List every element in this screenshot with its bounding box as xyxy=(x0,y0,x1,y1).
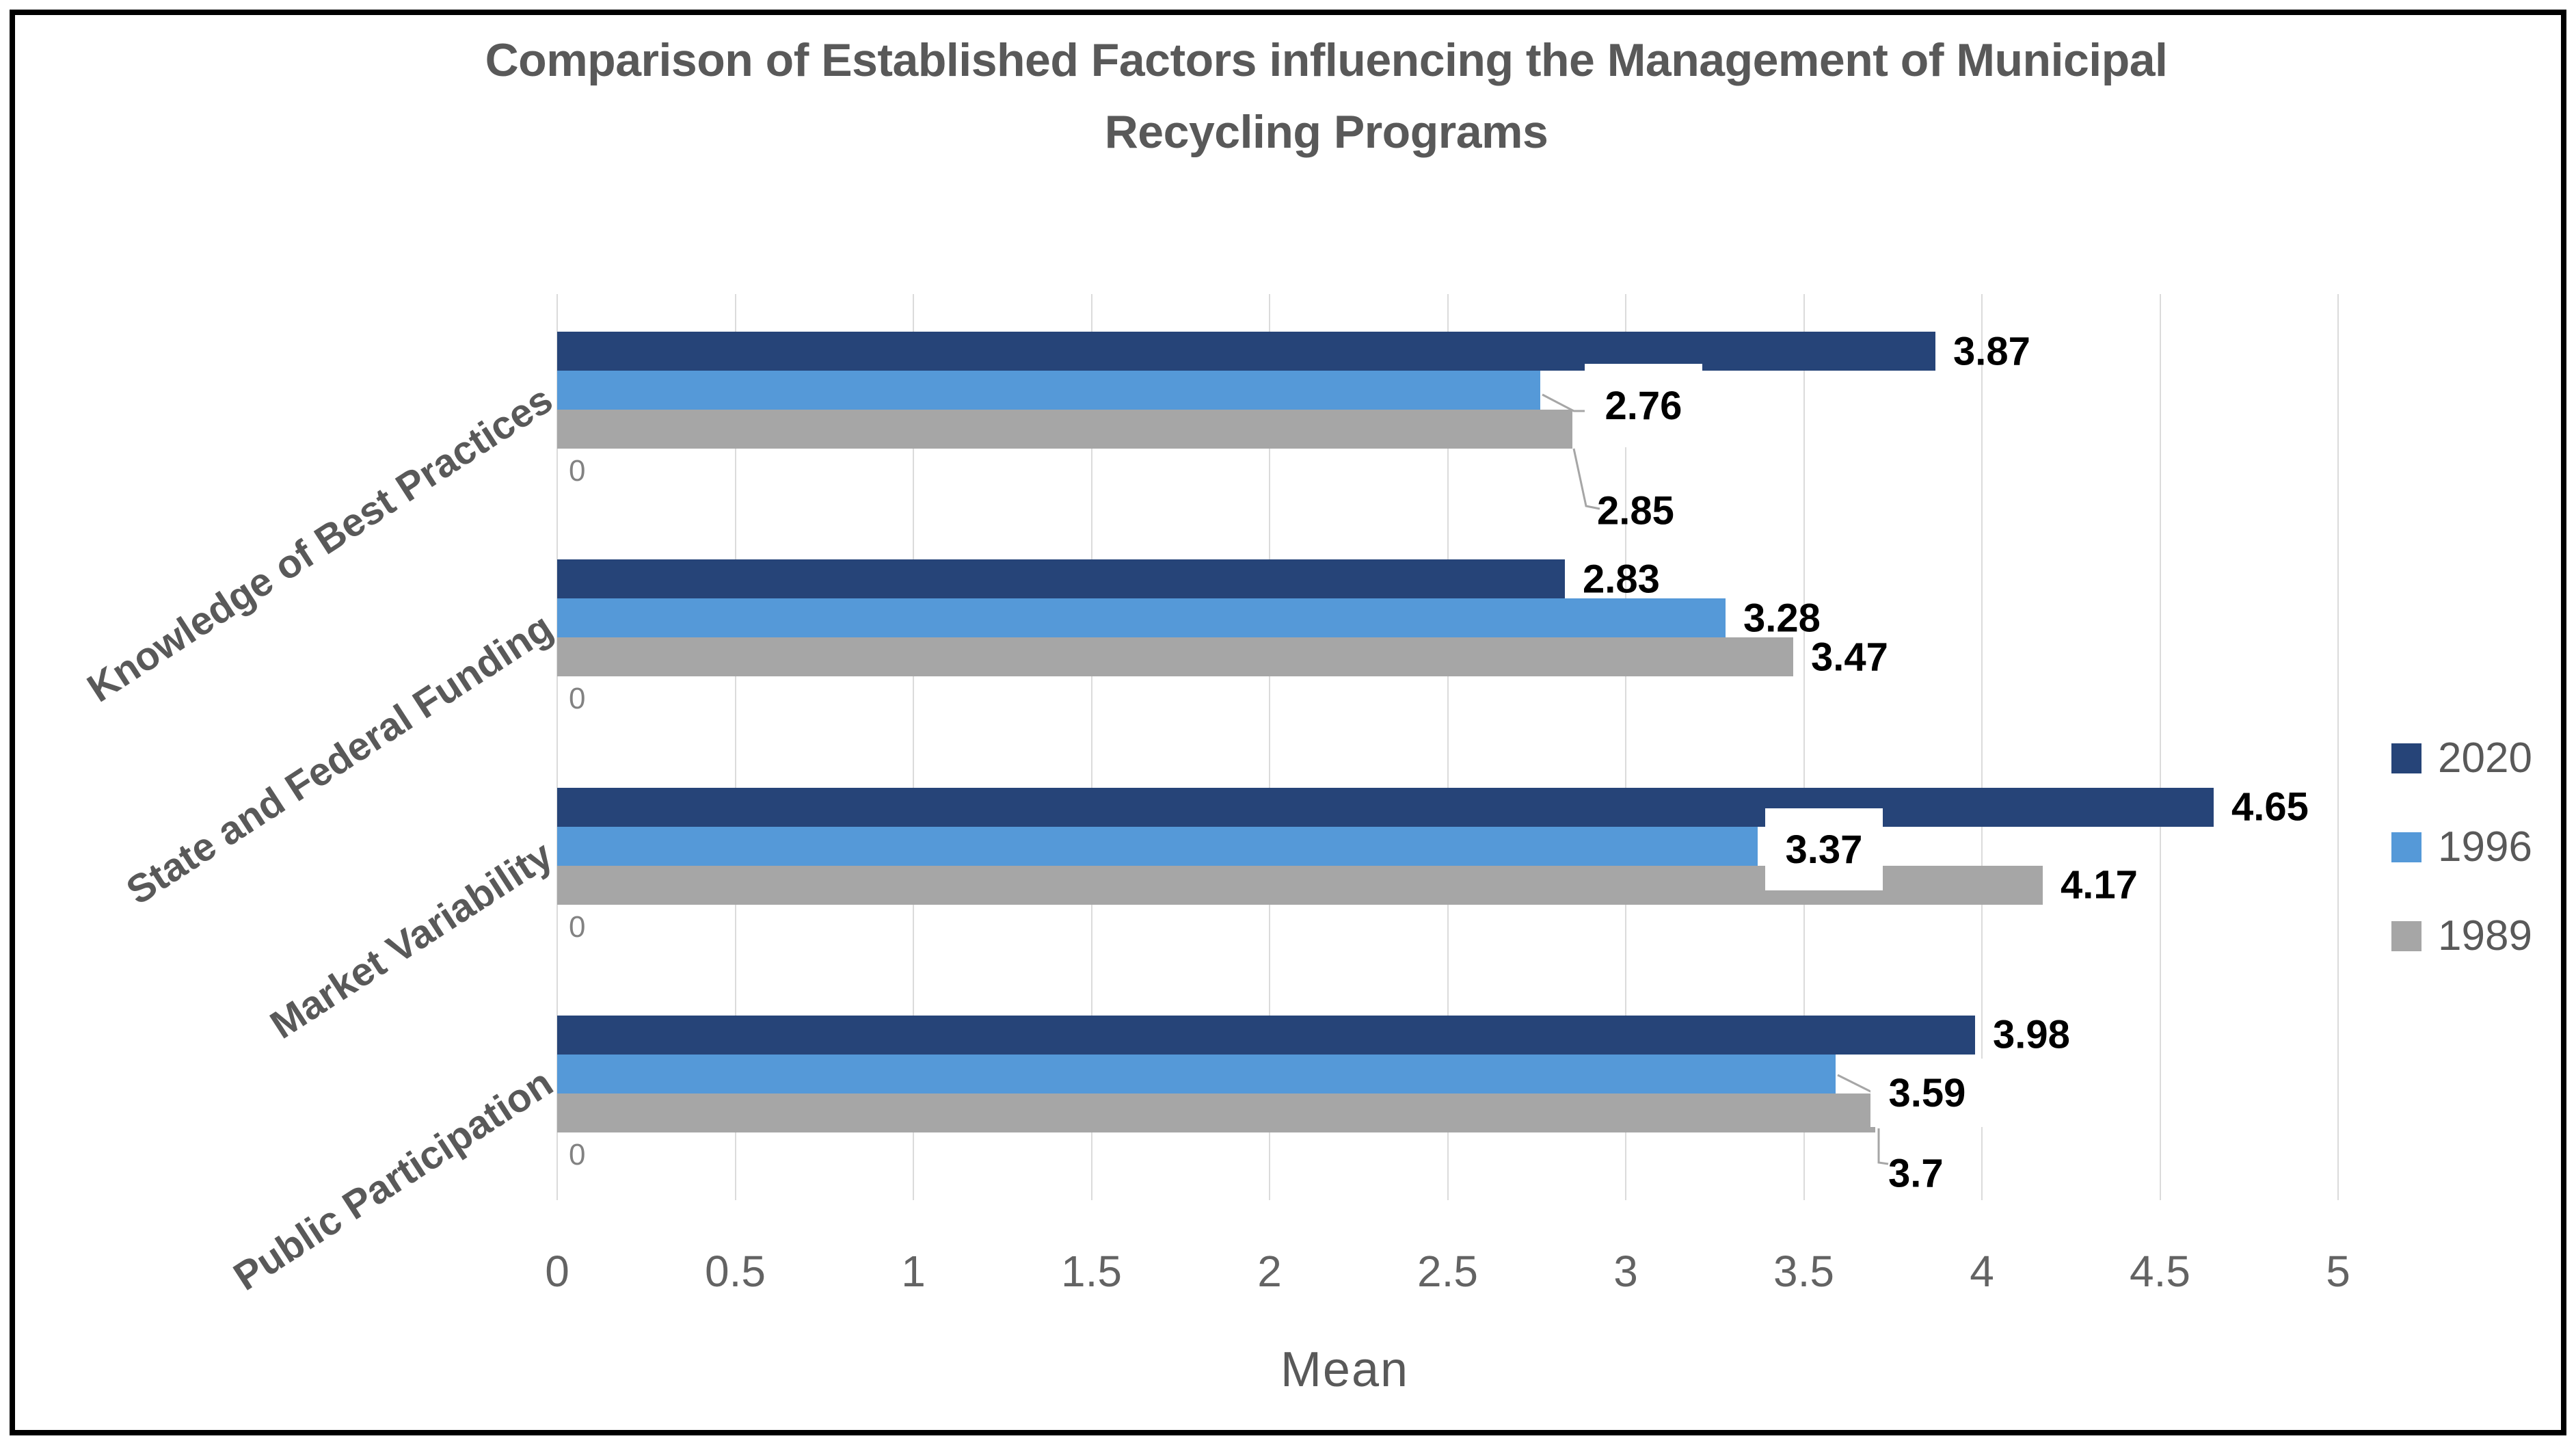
zero-baseline-label-category-0: 0 xyxy=(569,454,586,488)
value-label-1996-category-1: 3.28 xyxy=(1743,596,1821,641)
bar-1996-category-0 xyxy=(557,371,1540,410)
value-label-1989-category-3: 3.7 xyxy=(1888,1151,1944,1196)
gridline-4 xyxy=(1981,294,1983,1200)
bar-2020-category-1 xyxy=(557,559,1565,598)
gridline-2.5 xyxy=(1447,294,1449,1200)
leader-line-0 xyxy=(1542,393,1589,412)
chart-title-line1: Comparison of Established Factors influe… xyxy=(485,34,2168,86)
x-tick-label-3: 3 xyxy=(1613,1247,1638,1296)
x-tick-label-4: 4 xyxy=(1970,1247,1994,1296)
value-label-1996-category-0: 2.76 xyxy=(1585,364,1702,447)
legend-item-1996: 1996 xyxy=(2391,826,2532,869)
value-label-1996-category-2: 3.37 xyxy=(1765,808,1883,890)
legend: 2020 1996 1989 xyxy=(2391,737,2532,957)
x-axis-title: Mean xyxy=(1280,1342,1410,1397)
gridline-5 xyxy=(2337,294,2339,1200)
x-tick-label-1.5: 1.5 xyxy=(1061,1247,1122,1296)
bar-1996-category-3 xyxy=(557,1055,1836,1093)
value-label-1989-category-2: 4.17 xyxy=(2061,862,2138,907)
value-label-1989-category-0: 2.85 xyxy=(1597,488,1674,533)
bar-1989-category-0 xyxy=(557,410,1572,449)
value-label-2020-category-1: 2.83 xyxy=(1583,557,1660,602)
legend-item-1989: 1989 xyxy=(2391,915,2532,957)
zero-baseline-label-category-2: 0 xyxy=(569,910,586,944)
gridline-2 xyxy=(1269,294,1270,1200)
legend-label-2020: 2020 xyxy=(2438,734,2532,782)
legend-label-1989: 1989 xyxy=(2438,912,2532,959)
x-tick-label-5: 5 xyxy=(2326,1247,2350,1296)
x-tick-label-1: 1 xyxy=(901,1247,926,1296)
bar-2020-category-0 xyxy=(557,332,1935,371)
chart-title: Comparison of Established Factors influe… xyxy=(383,25,2270,169)
value-label-1989-category-1: 3.47 xyxy=(1811,635,1888,680)
value-label-2020-category-3: 3.98 xyxy=(1993,1012,2070,1057)
bar-2020-category-2 xyxy=(557,788,2214,827)
leader-line-1 xyxy=(1572,448,1600,510)
value-label-1996-category-3: 3.59 xyxy=(1870,1059,1984,1127)
bar-1996-category-1 xyxy=(557,598,1726,637)
bar-1996-category-2 xyxy=(557,827,1758,866)
legend-swatch-1996 xyxy=(2391,832,2421,862)
bar-1989-category-1 xyxy=(557,637,1793,676)
chart-frame xyxy=(10,10,2566,1435)
value-label-2020-category-2: 4.65 xyxy=(2231,784,2309,830)
legend-label-1996: 1996 xyxy=(2438,823,2532,871)
x-tick-label-4.5: 4.5 xyxy=(2130,1247,2190,1296)
gridline-0.5 xyxy=(734,294,736,1200)
gridline-1 xyxy=(913,294,914,1200)
x-tick-label-3.5: 3.5 xyxy=(1773,1247,1834,1296)
x-tick-label-0: 0 xyxy=(545,1247,569,1296)
gridline-3.5 xyxy=(1803,294,1805,1200)
x-tick-label-0.5: 0.5 xyxy=(705,1247,766,1296)
zero-baseline-label-category-1: 0 xyxy=(569,682,586,715)
x-tick-label-2: 2 xyxy=(1257,1247,1282,1296)
legend-swatch-1989 xyxy=(2391,921,2421,951)
zero-baseline-label-category-3: 0 xyxy=(569,1138,586,1171)
gridline-0 xyxy=(556,294,558,1200)
legend-item-2020: 2020 xyxy=(2391,737,2532,780)
chart-title-line2: Recycling Programs xyxy=(1104,106,1548,159)
bar-2020-category-3 xyxy=(557,1016,1975,1055)
gridline-4.5 xyxy=(2159,294,2161,1200)
gridline-3 xyxy=(1625,294,1626,1200)
value-label-2020-category-0: 3.87 xyxy=(1953,329,2030,374)
bar-1989-category-3 xyxy=(557,1093,1875,1132)
leader-line-4 xyxy=(1877,1128,1889,1165)
x-tick-label-2.5: 2.5 xyxy=(1417,1247,1478,1296)
gridline-1.5 xyxy=(1090,294,1092,1200)
legend-swatch-2020 xyxy=(2391,743,2421,773)
